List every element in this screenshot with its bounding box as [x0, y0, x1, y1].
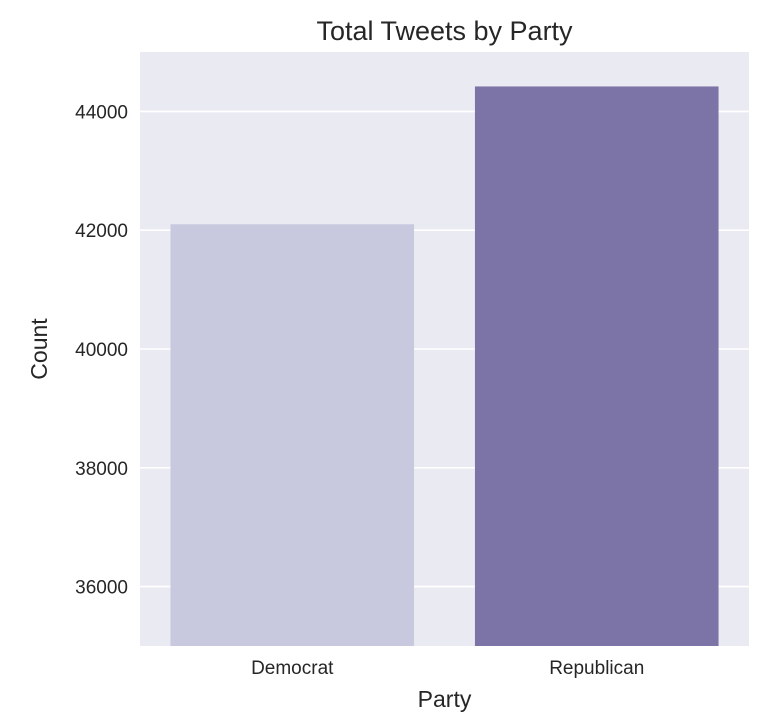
y-tick-label: 44000: [75, 102, 128, 123]
y-axis-label: Count: [26, 318, 52, 380]
bar-series: [170, 86, 719, 646]
y-tick-label: 40000: [75, 340, 128, 361]
y-tick-label: 42000: [75, 221, 128, 242]
x-tick-label: Democrat: [251, 658, 334, 679]
bar-republican: [474, 86, 719, 646]
y-tick-label: 38000: [75, 459, 128, 480]
x-axis-label: Party: [418, 686, 472, 712]
y-tick-labels: 36000 38000 40000 42000 44000: [75, 102, 128, 598]
bar-democrat: [170, 224, 415, 646]
x-tick-label: Republican: [549, 658, 644, 679]
chart-title: Total Tweets by Party: [316, 16, 573, 46]
y-tick-label: 36000: [75, 578, 128, 599]
x-tick-labels: Democrat Republican: [251, 658, 644, 679]
